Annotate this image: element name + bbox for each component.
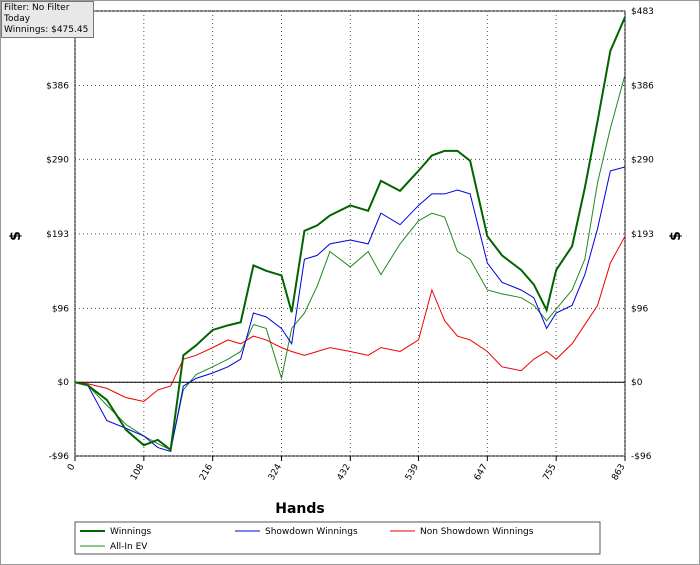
- y-tick-label: $386: [46, 82, 69, 92]
- series-line: [74, 16, 626, 452]
- x-tick-label: 0: [66, 462, 78, 472]
- y2-tick-label: $96: [631, 304, 648, 314]
- y2-tick-label: $193: [631, 230, 654, 240]
- x-axis-label: Hands: [275, 501, 325, 517]
- y-tick-label: -$96: [49, 452, 70, 462]
- y-tick-label: $0: [58, 378, 70, 388]
- y-axis-label: $: [8, 231, 24, 241]
- legend: [74, 521, 601, 555]
- y2-tick-label: $290: [631, 155, 654, 165]
- y2-axis-label: $: [668, 231, 684, 241]
- winnings-text: Winnings: $475.45: [4, 25, 89, 35]
- y2-tick-label: -$96: [631, 452, 652, 462]
- y-tick-label: $193: [46, 230, 69, 240]
- series-line: [74, 235, 626, 402]
- y-tick-label: $290: [46, 155, 69, 165]
- legend-label: Winnings: [110, 527, 152, 537]
- y2-tick-label: $483: [631, 7, 654, 17]
- y-tick-label: $96: [52, 304, 69, 314]
- series-line: [74, 166, 626, 453]
- legend-label: Non Showdown Winnings: [420, 527, 534, 537]
- info-box: Filter: No Filter Today Winnings: $475.4…: [1, 1, 94, 38]
- y2-tick-label: $386: [631, 82, 654, 92]
- legend-label: All-In EV: [110, 542, 148, 552]
- y2-tick-label: $0: [631, 378, 643, 388]
- filter-text: Filter: No Filter: [4, 3, 70, 13]
- plot-area: [74, 10, 626, 457]
- legend-label: Showdown Winnings: [265, 527, 358, 537]
- period-text: Today: [4, 14, 31, 24]
